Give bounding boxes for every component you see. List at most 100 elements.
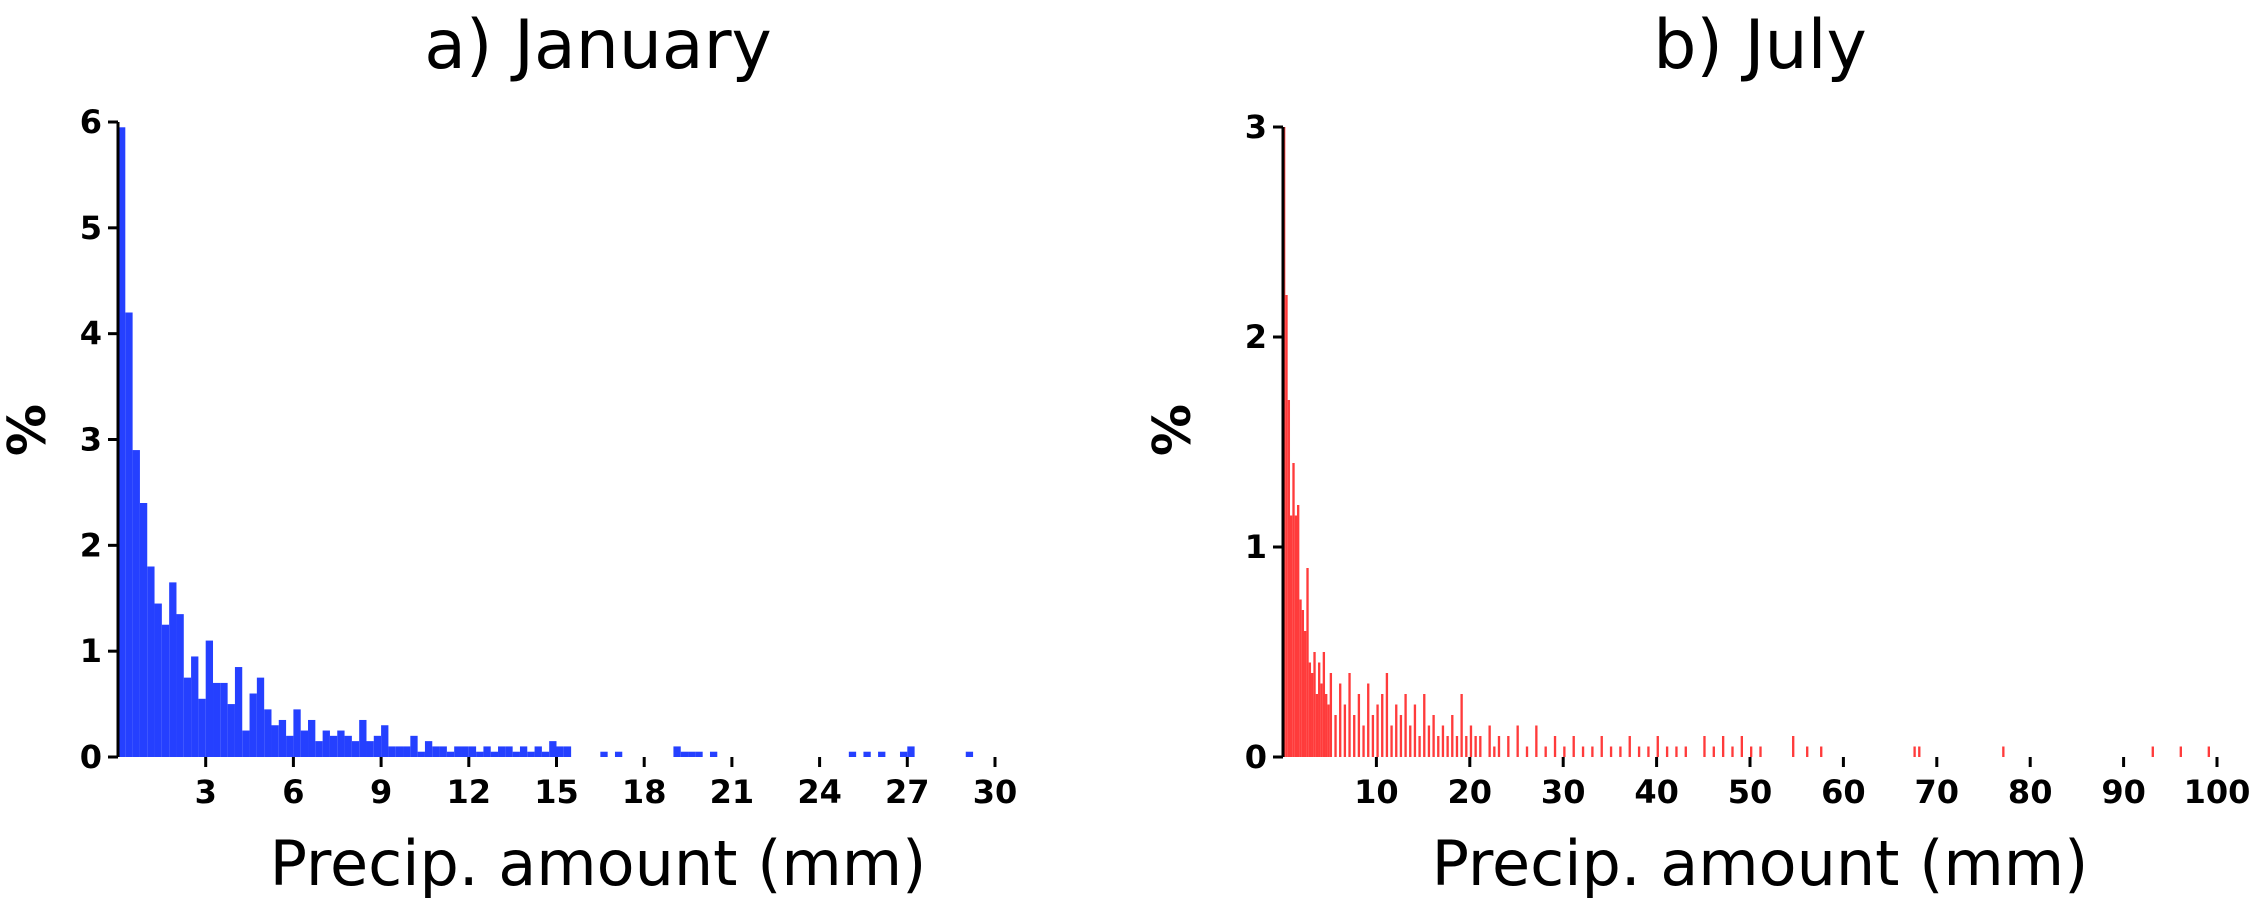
bar [1563,746,1566,757]
bar [220,682,228,757]
x-tick-label: 30 [973,773,1018,811]
bar [461,746,469,757]
x-tick-label: 90 [2101,773,2146,811]
bar [242,730,250,757]
bar [1721,736,1725,757]
bar [1488,725,1491,757]
bar [1460,694,1463,757]
bar [264,709,272,758]
bar [432,746,440,757]
bar [1465,736,1468,757]
bar [1656,736,1659,757]
x-tick-label: 3 [195,773,217,811]
bar [1572,736,1575,757]
bar [1367,683,1370,757]
bar [300,730,309,757]
bar [1376,704,1379,757]
bar [709,751,718,757]
bar [1451,715,1454,757]
bar [1287,400,1291,757]
bar [878,751,886,757]
bar [1591,746,1594,757]
bar [600,751,608,757]
bar [1446,736,1449,757]
bar [490,751,499,757]
y-tick-label: 4 [80,315,102,353]
bar [688,751,696,757]
bar [519,746,528,757]
y-tick-label: 2 [1245,318,1267,356]
bar [673,746,681,757]
x-tick-label: 27 [885,773,930,811]
bar [176,614,184,758]
bar [1665,746,1669,757]
bar [1306,568,1309,757]
bar [1619,746,1622,757]
bar [403,746,411,757]
bar [1327,704,1330,757]
bar [161,624,170,757]
y-tick-label: 0 [1245,738,1267,776]
bar [907,746,915,757]
x-tick-label: 50 [1728,773,1773,811]
bar [1469,725,1473,757]
bar [505,746,513,757]
bar [863,751,871,757]
bar [125,312,133,757]
bar [512,751,520,757]
january-panel: a) January % Precip. amount (mm) 0123456… [0,6,1017,900]
bar [410,735,418,757]
bar [1311,673,1314,757]
y-axis-label: % [1143,404,1203,456]
bar [454,746,462,757]
bar [381,725,389,757]
bar [1432,715,1435,757]
bar [549,741,557,758]
bar [1297,505,1300,757]
bar [1637,746,1641,757]
y-tick-label: 2 [80,526,102,564]
bar [439,746,447,757]
bar [1647,746,1650,757]
y-tick-label: 5 [80,209,102,247]
x-tick-label: 10 [1354,773,1399,811]
bars [118,127,974,758]
x-tick-label: 40 [1634,773,1679,811]
bar [359,719,367,757]
bar [366,741,374,758]
bar [1285,295,1288,757]
x-axis-label: Precip. amount (mm) [1432,827,2089,900]
bar [1313,652,1316,757]
bar [1553,736,1557,757]
bar [1334,715,1337,757]
bar [2179,746,2182,757]
bar [1322,652,1326,757]
y-tick-label: 3 [80,421,102,459]
bar [1299,599,1302,757]
bar [1684,746,1687,757]
bar [1675,746,1678,757]
bar [1399,715,1403,757]
bar [169,582,177,758]
bar [541,751,550,757]
bar [183,677,192,758]
bar [337,730,345,757]
bar [139,503,148,757]
bar [1304,631,1307,757]
y-tick-label: 6 [80,103,102,141]
bar [1493,746,1496,757]
bar [1339,683,1342,757]
bar [1609,746,1613,757]
x-tick-label: 30 [1541,773,1586,811]
bar [1731,746,1734,757]
bar [1329,673,1333,757]
bar [1343,704,1347,757]
bar [344,735,352,757]
x-tick-label: 9 [370,773,392,811]
bar [1371,715,1375,757]
bar [680,751,689,757]
y-tick-label: 1 [80,632,102,670]
bar [1290,515,1293,757]
